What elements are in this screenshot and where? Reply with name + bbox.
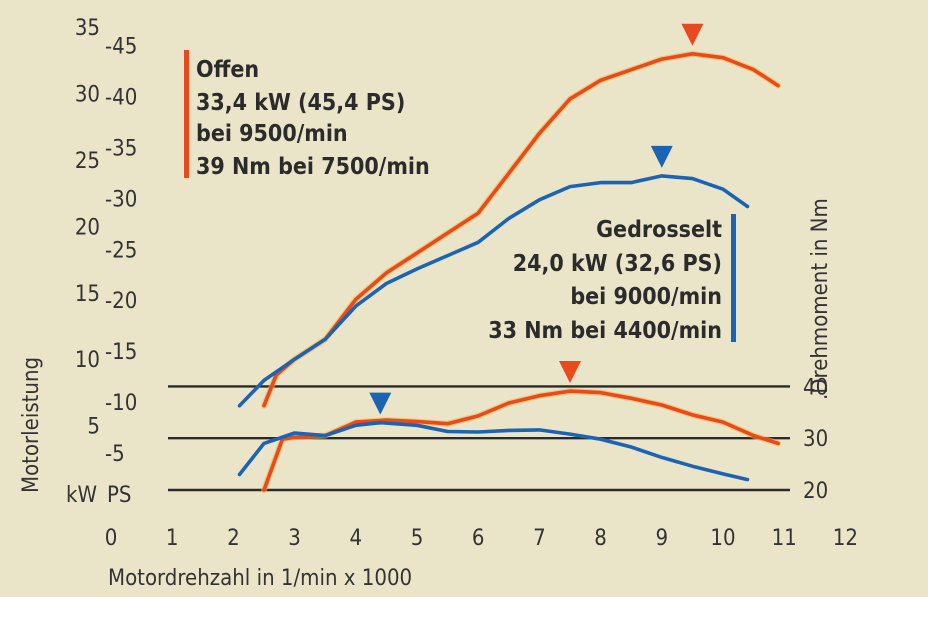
ps-tick-label: -10 bbox=[105, 391, 137, 416]
nm-tick-label: 40 bbox=[803, 375, 828, 400]
x-tick-label: 4 bbox=[350, 526, 363, 551]
x-tick-label: 8 bbox=[594, 526, 607, 551]
legend-gedrosselt-torque: 33 Nm bei 4400/min bbox=[488, 318, 722, 344]
x-axis-title: Motordrehzahl in 1/min x 1000 bbox=[108, 566, 412, 591]
legend-offen-bar bbox=[184, 50, 189, 178]
kw-tick-label: 15 bbox=[75, 282, 100, 307]
legend-gedrosselt-power: 24,0 kW (32,6 PS) bbox=[513, 251, 722, 277]
x-tick-label: 12 bbox=[833, 526, 858, 551]
kw-tick-label: 20 bbox=[75, 215, 100, 240]
legend-offen-title: Offen bbox=[196, 57, 259, 83]
ps-tick-label: -25 bbox=[105, 238, 137, 263]
x-tick-label: 10 bbox=[710, 526, 735, 551]
x-tick-label: 11 bbox=[772, 526, 797, 551]
ps-tick-label: -30 bbox=[105, 187, 137, 212]
peak-marker-offen-power bbox=[681, 23, 704, 46]
y-axis-title-right-text: Drehmoment in Nm bbox=[808, 198, 833, 393]
x-tick-label: 9 bbox=[656, 526, 669, 551]
ps-tick-label: -45 bbox=[105, 35, 137, 60]
x-tick-label: 6 bbox=[472, 526, 485, 551]
x-tick-label: 3 bbox=[288, 526, 301, 551]
x-tick-label: 1 bbox=[166, 526, 179, 551]
y-axis-title-right: .Drehmoment in Nm bbox=[808, 198, 833, 400]
legend-offen-power: 33,4 kW (45,4 PS) bbox=[196, 90, 405, 116]
ps-tick-label: -35 bbox=[105, 136, 137, 161]
legend-offen-torque: 39 Nm bei 7500/min bbox=[196, 154, 430, 180]
plot-background bbox=[0, 0, 928, 597]
legend-offen: Offen 33,4 kW (45,4 PS) bei 9500/min 39 … bbox=[184, 50, 430, 180]
peak-marker-offen-torque bbox=[559, 361, 581, 384]
ps-tick-label: -20 bbox=[105, 289, 137, 314]
nm-tick-label: 30 bbox=[803, 427, 828, 452]
x-tick-label: 2 bbox=[227, 526, 240, 551]
legend-gedrosselt-rpm: bei 9000/min bbox=[570, 284, 722, 310]
x-tick-label: 7 bbox=[533, 526, 546, 551]
legend-offen-rpm: bei 9500/min bbox=[196, 121, 348, 147]
nm-tick-label: 20 bbox=[803, 479, 828, 504]
peak-marker-gedrosselt-power bbox=[650, 145, 673, 168]
kw-tick-label: 10 bbox=[75, 348, 100, 373]
ps-tick-label: -15 bbox=[105, 340, 137, 365]
ps-tick-label: -5 bbox=[105, 442, 125, 467]
kw-tick-label: 30 bbox=[75, 83, 100, 108]
kw-tick-label: 35 bbox=[75, 16, 100, 41]
y-axis-title-left: Motorleistung bbox=[19, 357, 44, 493]
x-tick-label: 5 bbox=[411, 526, 424, 551]
legend-gedrosselt-bar bbox=[731, 214, 736, 342]
kw-tick-label: 25 bbox=[75, 149, 100, 174]
x-tick-label: 0 bbox=[105, 526, 118, 551]
series-gedrosselt-power-line bbox=[237, 174, 750, 408]
kw-tick-label: 5 bbox=[87, 415, 100, 440]
legend-gedrosselt: Gedrosselt 24,0 kW (32,6 PS) bei 9000/mi… bbox=[488, 214, 736, 344]
series-gedrosselt-torque-line bbox=[237, 420, 750, 482]
unit-ps: PS bbox=[107, 483, 132, 508]
legend-gedrosselt-title: Gedrosselt bbox=[596, 217, 722, 243]
ps-tick-label: -40 bbox=[105, 85, 137, 110]
peak-marker-gedrosselt-torque bbox=[369, 392, 392, 415]
unit-kw: kW bbox=[66, 483, 97, 508]
